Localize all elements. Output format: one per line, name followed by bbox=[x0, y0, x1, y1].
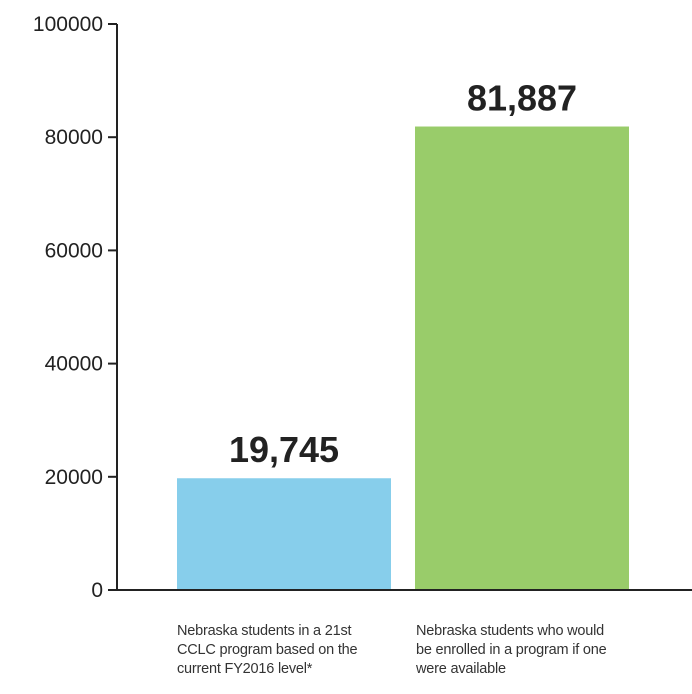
category-label-line: CCLC program based on the bbox=[177, 642, 358, 658]
y-tick-label: 80000 bbox=[45, 126, 103, 149]
y-tick-label: 100000 bbox=[33, 13, 103, 36]
category-label-line: Nebraska students in a 21st bbox=[177, 623, 352, 639]
data-label-1: 19,745 bbox=[229, 429, 339, 470]
y-axis: 0 20000 40000 60000 80000 100000 bbox=[33, 13, 118, 602]
y-tick-label: 0 bbox=[91, 579, 103, 602]
category-label-line: be enrolled in a program if one bbox=[416, 642, 607, 658]
bars bbox=[177, 126, 629, 590]
category-label-students-in-program: Nebraska students in a 21st CCLC program … bbox=[177, 622, 397, 679]
bar-2 bbox=[415, 126, 629, 590]
y-tick-label: 60000 bbox=[45, 239, 103, 262]
data-label-2: 81,887 bbox=[467, 78, 577, 119]
y-tick-label: 20000 bbox=[45, 466, 103, 489]
category-label-students-would-enroll: Nebraska students who would be enrolled i… bbox=[416, 622, 636, 679]
bar-1 bbox=[177, 478, 391, 590]
category-label-line: were available bbox=[416, 661, 506, 677]
data-labels: 19,745 81,887 bbox=[229, 78, 577, 471]
y-tick-label: 40000 bbox=[45, 353, 103, 376]
category-label-line: Nebraska students who would bbox=[416, 623, 605, 639]
category-label-line: current FY2016 level* bbox=[177, 661, 313, 677]
